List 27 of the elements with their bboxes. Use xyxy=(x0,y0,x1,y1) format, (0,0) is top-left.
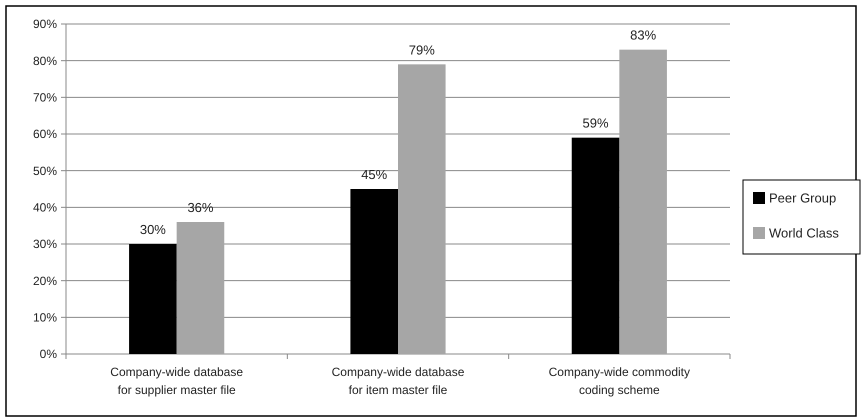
y-tick-label: 70% xyxy=(32,90,58,105)
bar xyxy=(129,244,177,354)
y-tick-label: 50% xyxy=(32,164,58,178)
x-tick-label: Company-wide database for supplier master file xyxy=(110,365,244,397)
y-tick-label: 0% xyxy=(40,347,58,362)
bar xyxy=(619,50,667,354)
legend-label: World Class xyxy=(769,226,840,241)
legend-label: Peer Group xyxy=(769,190,836,206)
y-tick-label: 90% xyxy=(32,17,58,32)
bar xyxy=(350,189,398,354)
x-tick-label: Company-wide commodity coding scheme xyxy=(548,365,690,397)
x-tick-label: Company-wide database for item master file xyxy=(332,365,465,397)
data-label: 59% xyxy=(582,116,609,131)
data-label: 83% xyxy=(630,28,657,43)
y-tick-label: 60% xyxy=(32,127,58,142)
bar xyxy=(572,138,620,354)
y-tick-label: 80% xyxy=(32,54,58,68)
y-tick-label: 30% xyxy=(32,237,58,252)
y-tick-label: 20% xyxy=(32,274,58,288)
data-label: 36% xyxy=(187,200,214,215)
bar xyxy=(398,64,446,354)
y-tick-label: 40% xyxy=(32,200,58,215)
data-label: 79% xyxy=(408,42,436,58)
bar xyxy=(176,222,224,354)
data-label: 30% xyxy=(140,222,166,237)
y-tick-label: 10% xyxy=(32,310,58,325)
data-label: 45% xyxy=(361,167,388,182)
